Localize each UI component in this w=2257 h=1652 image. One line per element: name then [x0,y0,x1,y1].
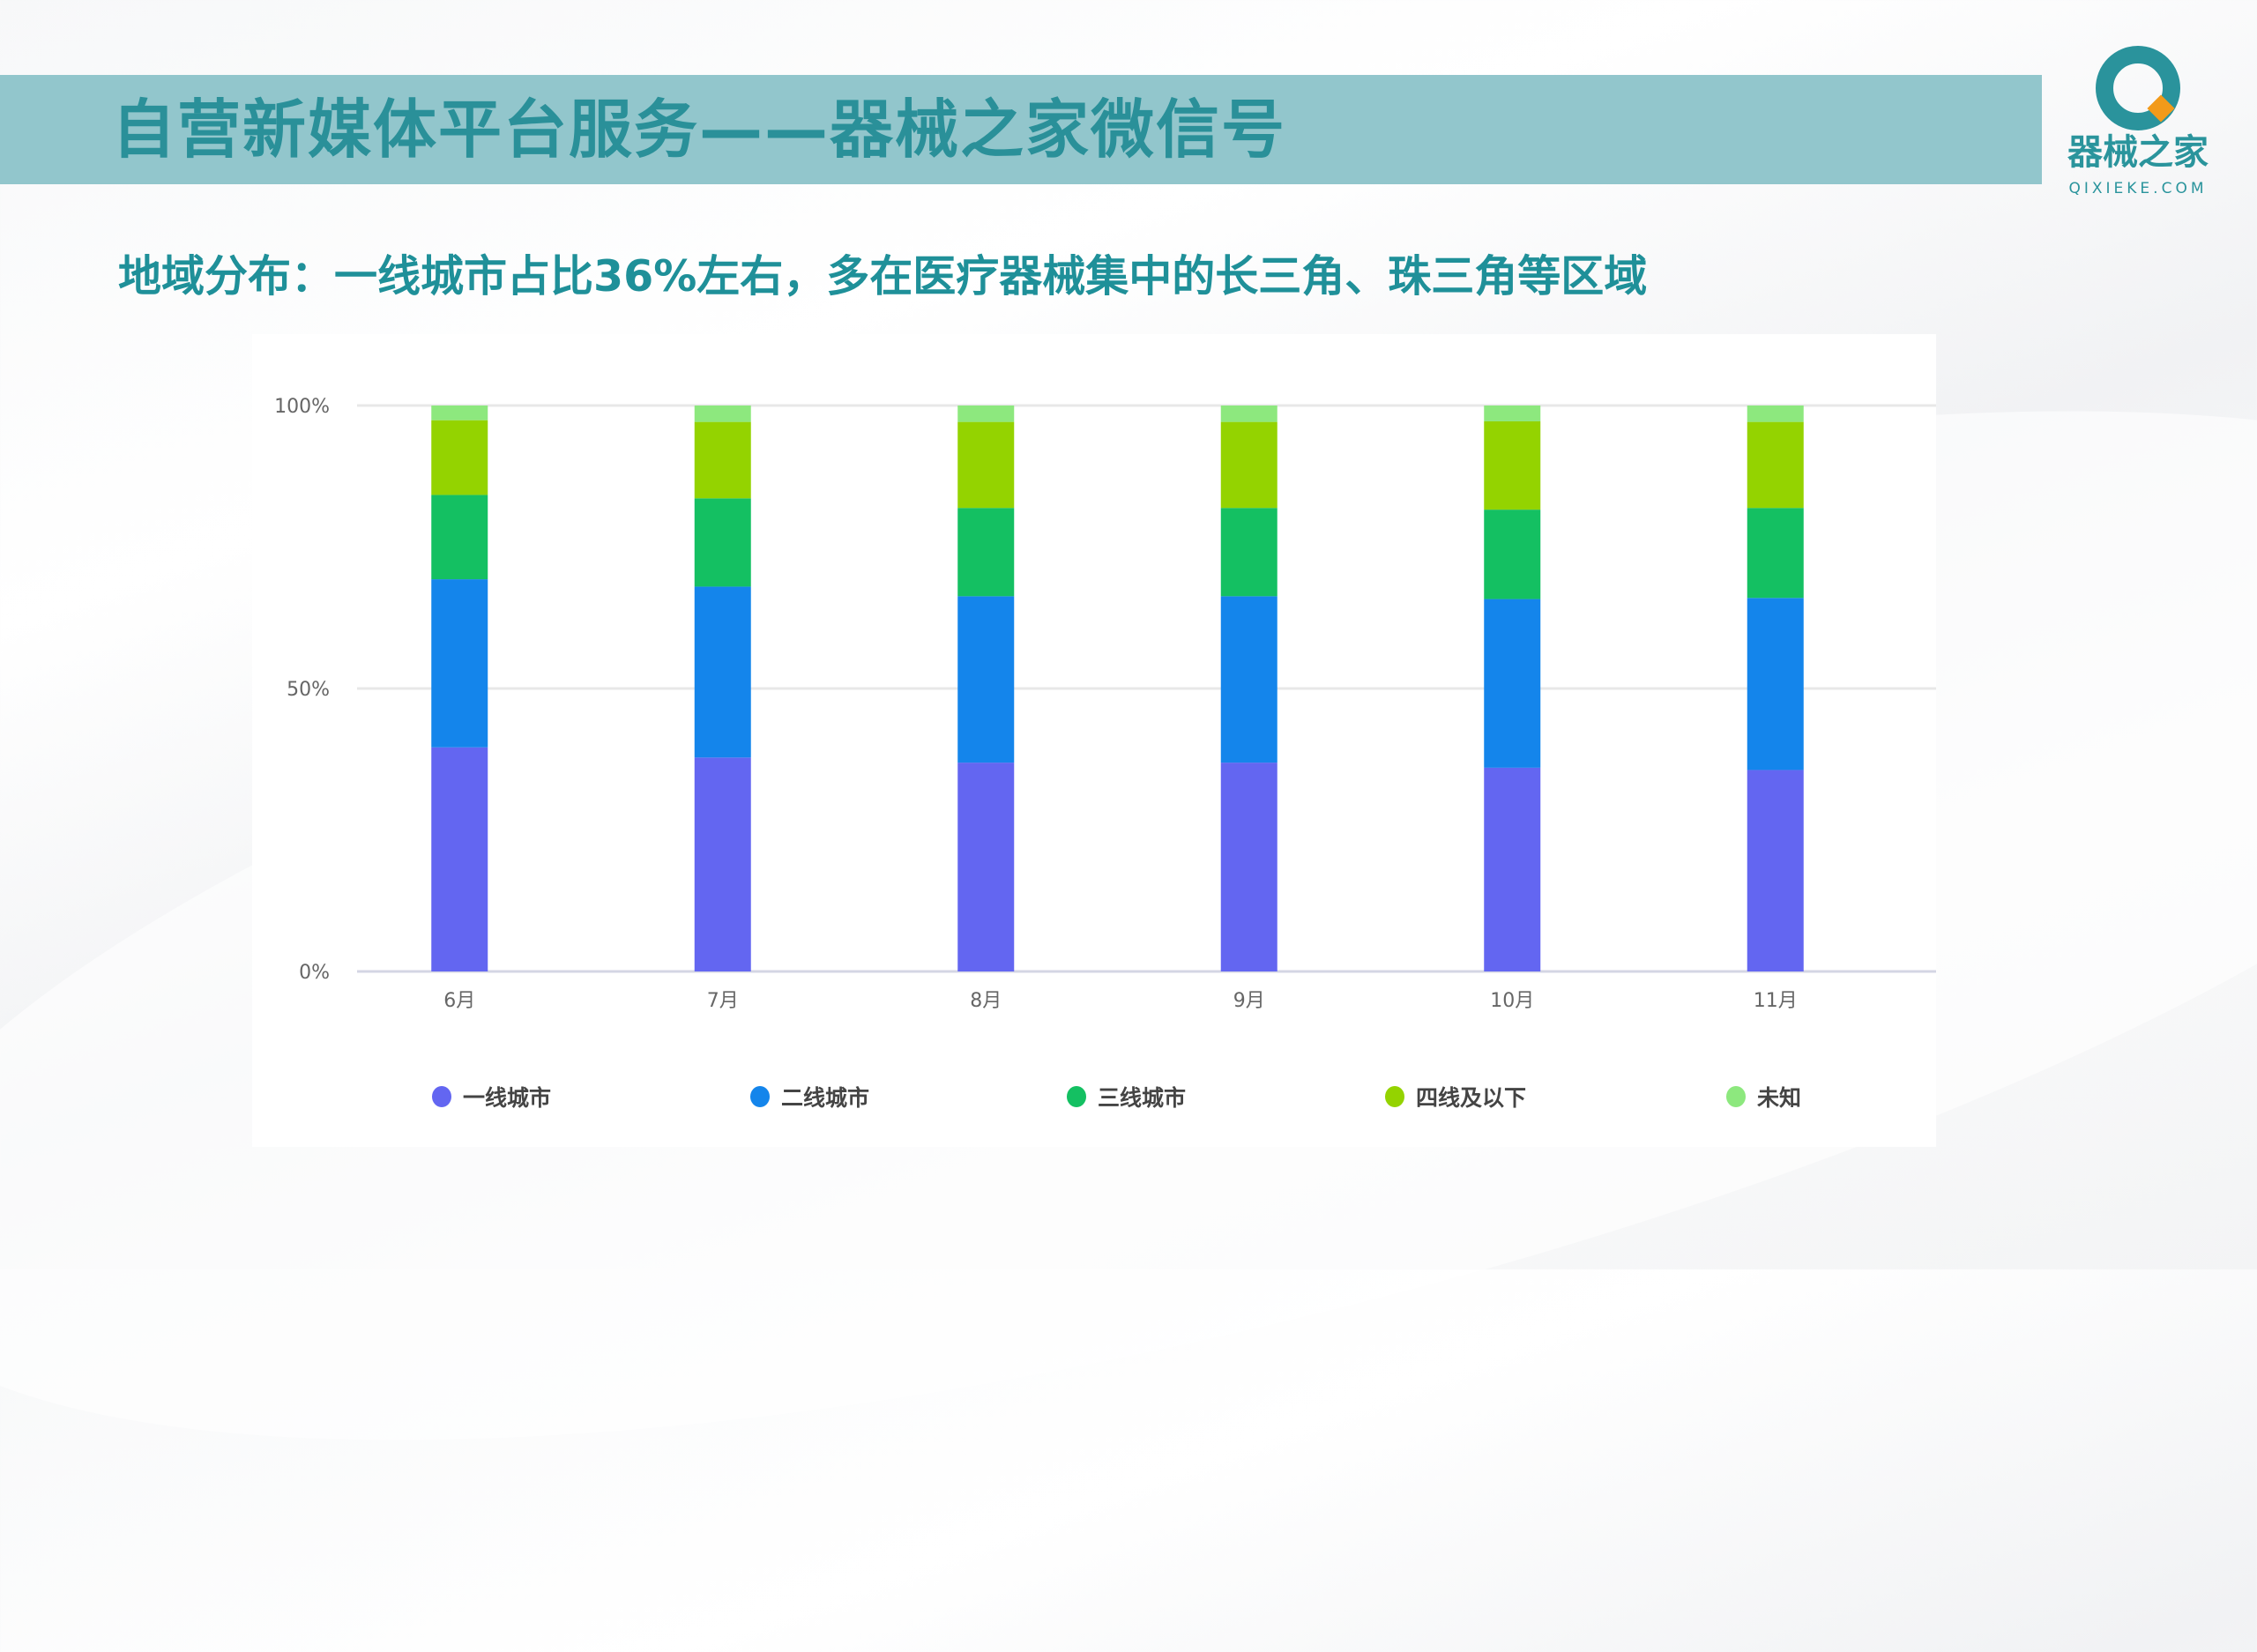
logo-text: 器械之家 [2067,132,2209,173]
bar-segment [1747,770,1804,971]
bar-segment [431,747,488,971]
bar-segment [1220,508,1277,597]
logo-ring [2096,46,2180,130]
bar-segment [1484,767,1541,971]
bar-segment [694,757,751,971]
bar-segment [1747,406,1804,422]
y-tick-label: 50% [287,679,330,701]
bar-segment [957,406,1015,422]
page-title: 自营新媒体平台服务——器械之家微信号 [112,93,1287,167]
slide-subtitle: 地域分布：一线城市占比36%左右，多在医疗器械集中的长三角、珠三角等区域 [118,251,1648,301]
bar-segment [694,406,751,422]
bar-segment [694,498,751,587]
x-tick-label: 8月 [970,990,1002,1012]
title-bar [0,75,2042,184]
bar-segment [957,596,1015,763]
x-tick-label: 9月 [1233,990,1265,1012]
bar-segment [957,763,1015,971]
bar-segment [957,508,1015,597]
legend-marker [750,1086,770,1107]
bar-segment [1220,406,1277,422]
bar-segment [431,495,488,580]
legend-marker [1067,1086,1086,1107]
bar-segment [1220,421,1277,509]
legend-marker [432,1086,451,1107]
bar-segment [694,421,751,499]
legend-marker [1385,1086,1404,1107]
bar-segment [431,579,488,748]
legend-label: 三线城市 [1098,1085,1186,1111]
legend-marker [1726,1086,1746,1107]
bar-segment [957,421,1015,509]
x-tick-label: 10月 [1490,990,1534,1012]
bar-segment [1747,508,1804,599]
y-tick-label: 0% [299,962,330,984]
legend-label: 未知 [1757,1085,1801,1111]
logo-diamond [2147,94,2175,123]
y-tick-label: 100% [274,396,330,418]
chart-panel: 0% 50% 100% 6月 7月 8月 9月 10月 11月一线城市 二线城市 三线城市 四线及以下… [252,334,1936,1147]
bar-segment [431,420,488,495]
bar-segment [1484,420,1541,510]
bar-segment [1484,510,1541,599]
bar-segment [1484,599,1541,768]
legend-label: 四线及以下 [1416,1085,1526,1111]
x-tick-label: 6月 [443,990,475,1012]
x-tick-label: 11月 [1754,990,1798,1012]
x-tick-label: 7月 [707,990,739,1012]
bar-segment [1220,596,1277,763]
bar-segment [1220,763,1277,971]
bar-segment [1484,406,1541,421]
bar-segment [1747,421,1804,509]
legend-label: 一线城市 [463,1085,551,1111]
bar-segment [431,406,488,420]
bar-segment [694,586,751,758]
logo-subtext: QIXIEKE.COM [2068,180,2208,197]
legend-label: 二线城市 [781,1085,869,1111]
logo-icon [2096,46,2180,130]
bar-segment [1747,598,1804,770]
